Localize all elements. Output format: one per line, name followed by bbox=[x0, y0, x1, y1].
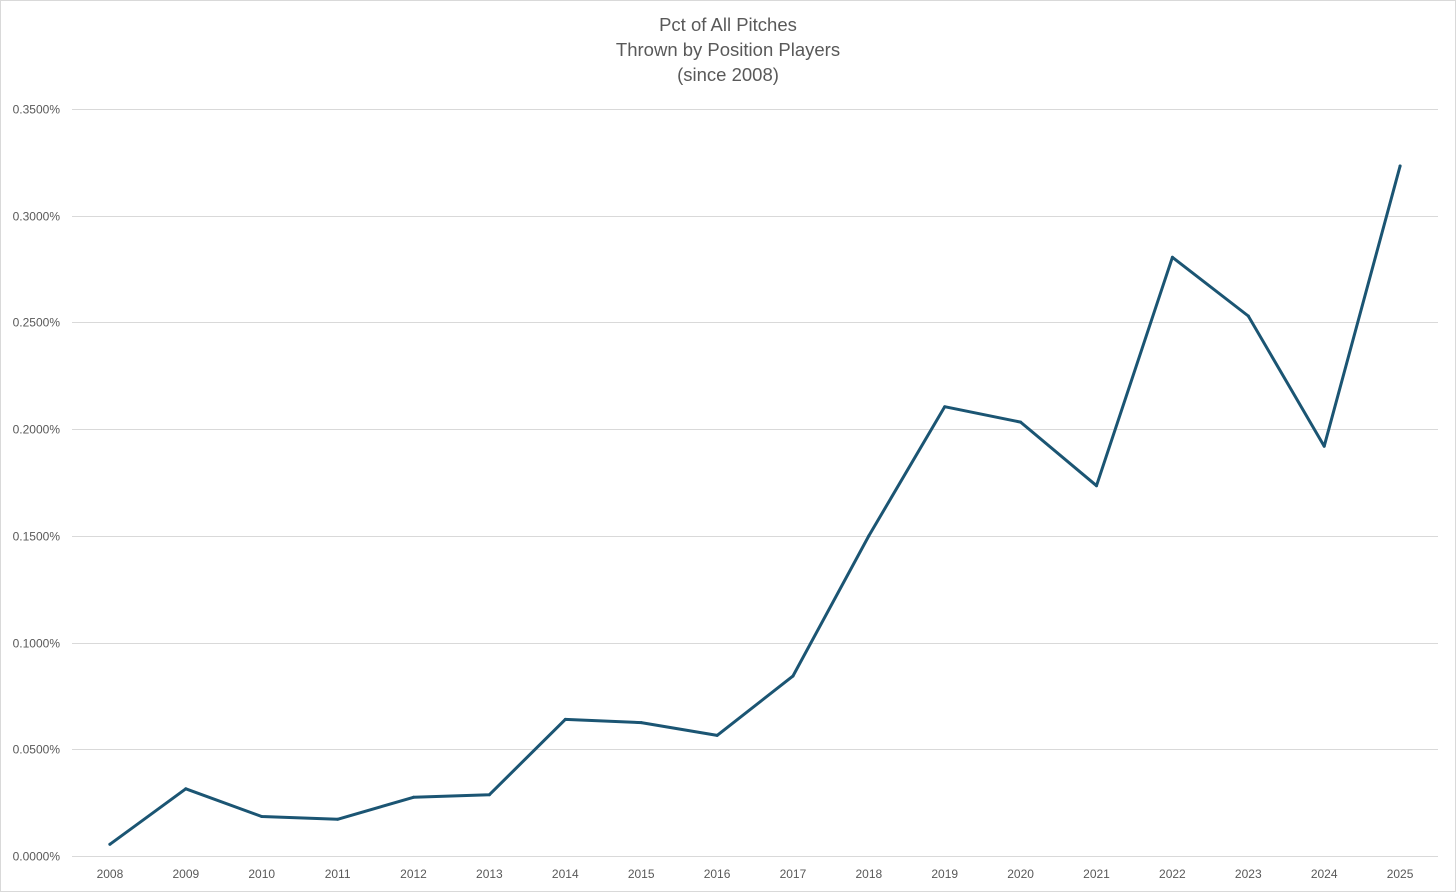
series-line bbox=[108, 164, 1402, 846]
data-point bbox=[943, 405, 947, 409]
chart-title: Pct of All Pitches Thrown by Position Pl… bbox=[0, 12, 1456, 87]
data-point bbox=[412, 795, 415, 799]
data-point bbox=[1019, 420, 1023, 424]
y-tick-label: 0.0500% bbox=[13, 743, 61, 757]
x-tick-label: 2016 bbox=[704, 867, 731, 881]
data-point bbox=[336, 817, 340, 821]
gridlines bbox=[72, 109, 1438, 857]
x-tick-label: 2014 bbox=[552, 867, 579, 881]
data-point bbox=[1170, 255, 1174, 259]
y-tick-label: 0.2500% bbox=[13, 316, 61, 330]
x-tick-label: 2017 bbox=[780, 867, 807, 881]
x-tick-label: 2019 bbox=[931, 867, 958, 881]
data-point bbox=[1322, 444, 1326, 448]
x-tick-label: 2023 bbox=[1235, 867, 1262, 881]
y-tick-label: 0.1000% bbox=[13, 637, 61, 651]
y-tick-label: 0.3000% bbox=[13, 210, 61, 224]
chart-title-line-1: Pct of All Pitches bbox=[659, 14, 797, 35]
x-tick-label: 2010 bbox=[248, 867, 275, 881]
x-tick-label: 2022 bbox=[1159, 867, 1186, 881]
x-tick-label: 2020 bbox=[1007, 867, 1034, 881]
data-point bbox=[184, 787, 188, 791]
data-point bbox=[1398, 164, 1402, 168]
data-point bbox=[791, 674, 795, 678]
data-point bbox=[260, 815, 264, 818]
x-tick-label: 2009 bbox=[172, 867, 199, 881]
y-tick-label: 0.3500% bbox=[13, 103, 61, 117]
x-tick-label: 2025 bbox=[1387, 867, 1414, 881]
x-tick-label: 2015 bbox=[628, 867, 655, 881]
y-tick-label: 0.0000% bbox=[13, 850, 61, 864]
y-tick-label: 0.2000% bbox=[13, 423, 61, 437]
data-point bbox=[487, 793, 491, 797]
x-tick-label: 2024 bbox=[1311, 867, 1338, 881]
data-point bbox=[1095, 484, 1098, 488]
data-point bbox=[867, 534, 871, 538]
data-point bbox=[563, 717, 567, 721]
y-tick-label: 0.1500% bbox=[13, 530, 61, 544]
data-point bbox=[108, 842, 112, 846]
x-tick-label: 2008 bbox=[97, 867, 124, 881]
x-tick-label: 2021 bbox=[1083, 867, 1110, 881]
chart-title-line-2: Thrown by Position Players bbox=[615, 39, 841, 60]
chart-title-line-3: (since 2008) bbox=[677, 64, 779, 85]
x-tick-label: 2011 bbox=[325, 867, 351, 881]
data-point bbox=[715, 733, 719, 737]
x-tick-label: 2018 bbox=[855, 867, 882, 881]
data-point bbox=[639, 721, 643, 725]
y-axis-ticks: 0.0000% 0.0500% 0.1000% 0.1500% 0.2000% 0.250… bbox=[13, 103, 61, 864]
x-tick-label: 2012 bbox=[400, 867, 427, 881]
x-axis-ticks: 2008 2009 2010 2011 2012 2013 2014 2015 2016 2017… bbox=[97, 867, 1414, 881]
series-layer bbox=[108, 164, 1402, 846]
x-tick-label: 2013 bbox=[476, 867, 503, 881]
data-point bbox=[1246, 314, 1250, 318]
